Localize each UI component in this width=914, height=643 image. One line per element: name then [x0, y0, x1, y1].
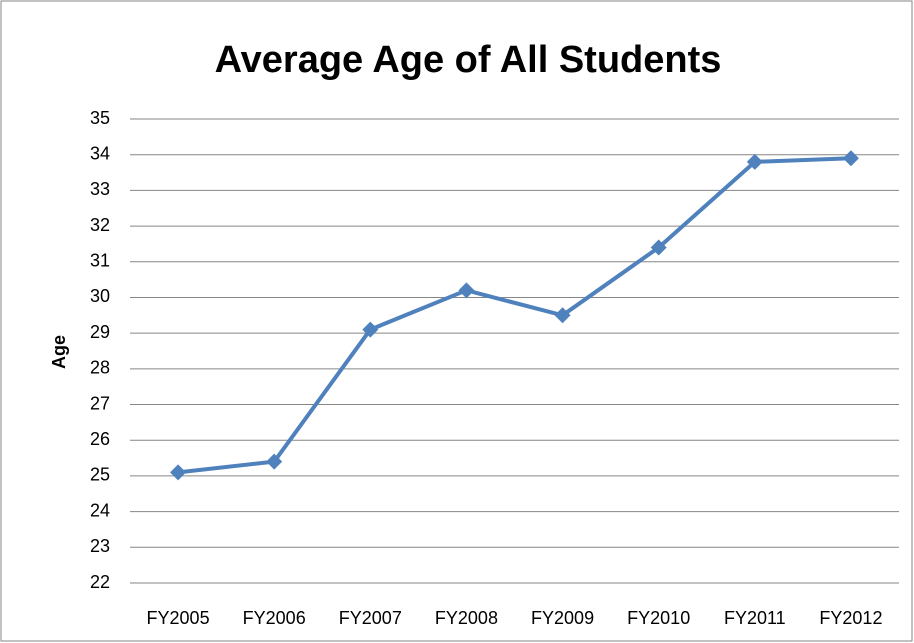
x-tick-label: FY2008 — [435, 608, 498, 628]
y-tick-label: 22 — [90, 572, 110, 592]
x-tick-label: FY2011 — [724, 608, 786, 628]
data-marker — [170, 464, 187, 481]
y-tick-label: 30 — [90, 286, 110, 306]
y-tick-label: 27 — [90, 393, 110, 413]
data-marker — [746, 153, 763, 170]
y-axis-label: Age — [49, 335, 69, 369]
data-marker — [266, 453, 283, 470]
data-marker — [650, 239, 667, 256]
y-tick-label: 29 — [90, 322, 110, 342]
data-marker — [458, 282, 475, 299]
x-tick-label: FY2012 — [819, 608, 882, 628]
y-tick-label: 28 — [90, 358, 110, 378]
y-tick-label: 34 — [90, 143, 110, 163]
chart-title: Average Age of All Students — [215, 39, 722, 81]
y-tick-label: 31 — [90, 251, 110, 271]
x-tick-label: FY2007 — [339, 608, 402, 628]
x-tick-label: FY2006 — [243, 608, 306, 628]
y-tick-label: 25 — [90, 465, 110, 485]
x-tick-label: FY2005 — [147, 608, 210, 628]
x-tick-label: FY2009 — [531, 608, 594, 628]
data-line — [177, 156, 852, 475]
data-marker — [842, 150, 859, 167]
y-tick-label: 35 — [90, 108, 110, 128]
y-tick-label: 32 — [90, 215, 110, 235]
data-marker — [362, 321, 379, 338]
x-tick-label: FY2010 — [627, 608, 690, 628]
y-tick-label: 23 — [90, 536, 110, 556]
data-marker — [554, 307, 571, 324]
y-tick-label: 26 — [90, 429, 110, 449]
y-tick-label: 24 — [90, 500, 110, 520]
y-tick-label: 33 — [90, 179, 110, 199]
